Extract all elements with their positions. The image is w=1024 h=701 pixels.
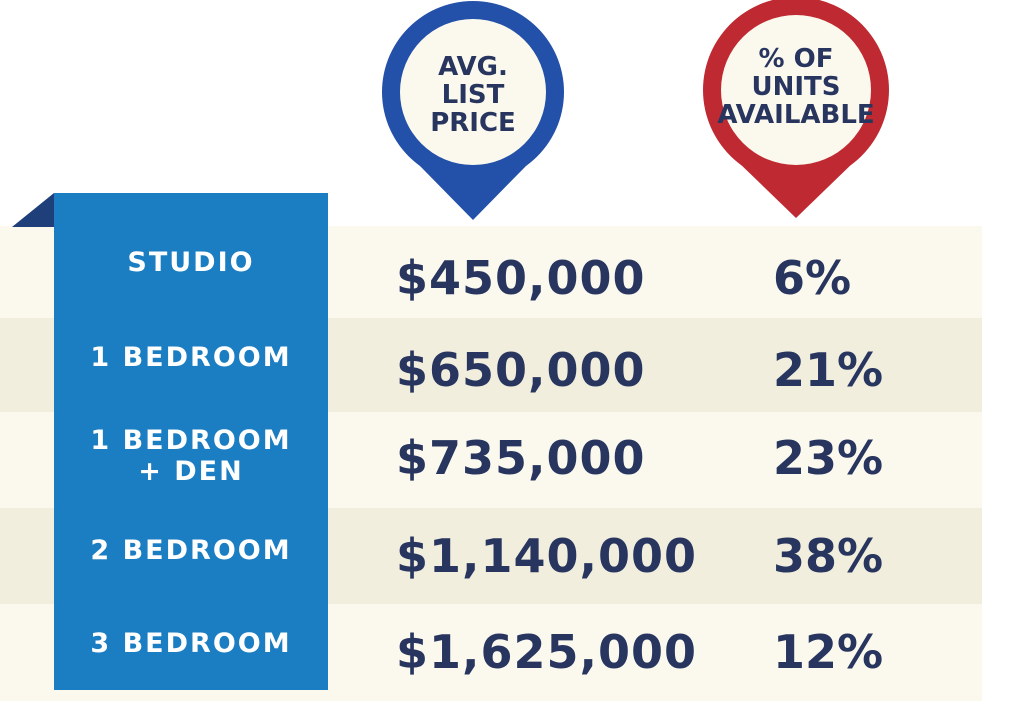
avg-price-value: $735,000 [396, 431, 646, 485]
row-label-line: + DEN [138, 456, 244, 487]
units-available-value: 6% [773, 251, 852, 305]
row-label: 1 BEDROOM [54, 342, 328, 373]
pin-inner-circle [721, 15, 871, 165]
header-line: AVAILABLE [717, 100, 875, 130]
ribbon-fold-shape [12, 193, 54, 227]
units-available-value: 12% [773, 625, 884, 679]
units-available-value: 23% [773, 431, 884, 485]
row-label: 1 BEDROOM + DEN [54, 425, 328, 487]
row-label: STUDIO [54, 247, 328, 278]
avg-price-value: $1,625,000 [396, 625, 698, 679]
row-label-line: 3 BEDROOM [90, 627, 292, 659]
units-available-header: % OF UNITS AVAILABLE [713, 45, 879, 129]
units-available-value: 21% [773, 343, 884, 397]
units-available-pin [703, 0, 889, 218]
units-available-value: 38% [773, 529, 884, 583]
pin-inner-circle [400, 19, 546, 165]
row-label-line: 2 BEDROOM [90, 534, 292, 566]
header-line: UNITS [751, 72, 841, 102]
row-label-line: STUDIO [127, 246, 255, 278]
row-label-line: 1 BEDROOM [90, 425, 292, 456]
header-line: % OF [758, 44, 834, 74]
avg-list-price-pin [382, 1, 564, 221]
row-label-line: 1 BEDROOM [90, 341, 292, 373]
avg-price-value: $450,000 [396, 251, 646, 305]
avg-list-price-header: AVG. LIST PRICE [403, 53, 543, 137]
row-label: 2 BEDROOM [54, 535, 328, 566]
header-line: PRICE [430, 108, 516, 138]
avg-price-value: $1,140,000 [396, 529, 698, 583]
unit-type-ribbon [54, 193, 328, 690]
row-label: 3 BEDROOM [54, 628, 328, 659]
header-line: LIST [441, 80, 505, 110]
avg-price-value: $650,000 [396, 343, 646, 397]
ribbon-fold [12, 193, 54, 227]
header-line: AVG. [438, 52, 508, 82]
